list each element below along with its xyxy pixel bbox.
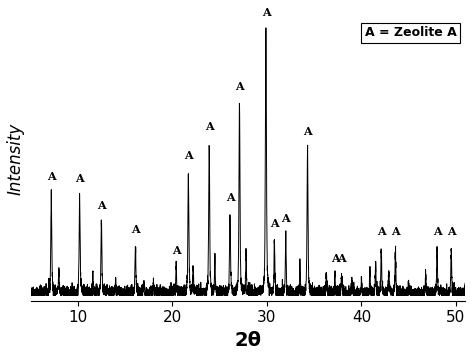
Y-axis label: Intensity: Intensity — [7, 123, 25, 196]
Text: A: A — [282, 213, 290, 224]
Text: A: A — [331, 253, 339, 264]
Text: A = Zeolite A: A = Zeolite A — [365, 26, 457, 39]
X-axis label: 2θ: 2θ — [235, 331, 262, 350]
Text: A: A — [303, 126, 312, 137]
Text: A: A — [205, 121, 213, 132]
Text: A: A — [131, 224, 140, 235]
Text: A: A — [97, 200, 106, 211]
Text: A: A — [391, 226, 400, 237]
Text: A: A — [47, 171, 55, 182]
Text: A: A — [75, 174, 84, 185]
Text: A: A — [172, 245, 181, 256]
Text: A: A — [184, 150, 193, 161]
Text: A: A — [262, 7, 270, 18]
Text: A: A — [337, 253, 346, 264]
Text: A: A — [235, 81, 244, 92]
Text: A: A — [447, 226, 456, 237]
Text: A: A — [226, 192, 234, 203]
Text: A: A — [270, 218, 279, 230]
Text: A: A — [377, 226, 385, 237]
Text: A: A — [433, 226, 441, 237]
